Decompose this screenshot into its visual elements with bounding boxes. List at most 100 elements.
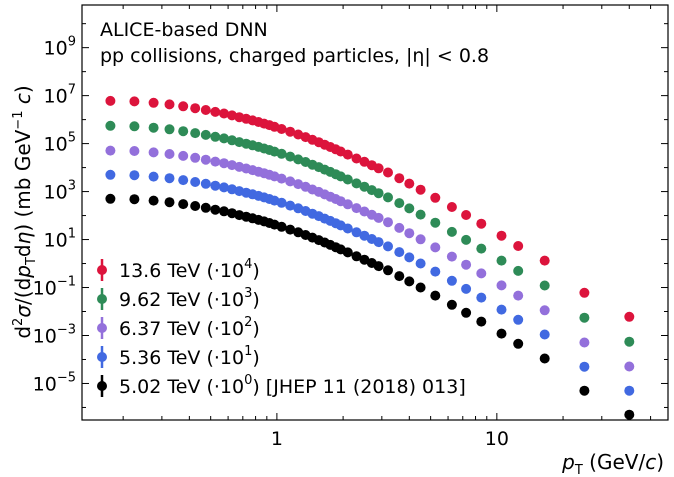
- data-point: [190, 201, 201, 211]
- data-point: [513, 290, 524, 301]
- data-point: [219, 108, 229, 119]
- data-point: [394, 198, 405, 209]
- data-point: [383, 192, 393, 203]
- legend-marker: [97, 294, 107, 304]
- data-point: [446, 226, 457, 237]
- data-point: [190, 177, 201, 187]
- data-point: [461, 234, 472, 245]
- legend-marker: [97, 323, 107, 333]
- y-tick-label: 10−5: [33, 370, 76, 395]
- data-point: [373, 261, 384, 272]
- data-point: [129, 96, 140, 107]
- x-axis-ticks: 1 10: [122, 5, 669, 450]
- data-point: [446, 275, 457, 286]
- data-point: [129, 146, 140, 156]
- data-point: [373, 237, 384, 248]
- data-point: [624, 409, 635, 420]
- data-point: [624, 361, 635, 372]
- data-point: [579, 287, 590, 298]
- data-point: [342, 149, 353, 160]
- data-point: [219, 158, 229, 169]
- data-point: [164, 149, 175, 159]
- data-point: [276, 221, 287, 232]
- data-point: [446, 251, 457, 262]
- data-point: [285, 224, 296, 235]
- annotation-title: ALICE-based DNN: [100, 19, 268, 41]
- data-point: [476, 292, 487, 303]
- data-points: [105, 95, 635, 420]
- data-point: [430, 217, 441, 228]
- data-point: [461, 307, 472, 318]
- data-point: [285, 176, 296, 187]
- data-point: [415, 258, 426, 269]
- data-point: [285, 126, 296, 137]
- data-point: [276, 173, 287, 184]
- data-point: [394, 271, 405, 282]
- y-tick-label: 107: [44, 83, 76, 108]
- data-point: [415, 282, 426, 293]
- data-point: [210, 180, 221, 191]
- data-point: [178, 150, 189, 161]
- data-point: [219, 206, 229, 217]
- data-point: [513, 314, 524, 325]
- data-point: [200, 129, 211, 140]
- data-point: [105, 145, 116, 156]
- y-tick-label: 10−1: [33, 275, 76, 300]
- data-point: [351, 251, 362, 262]
- data-point: [164, 197, 175, 208]
- data-point: [461, 283, 472, 294]
- data-point: [342, 223, 353, 234]
- data-point: [210, 131, 221, 142]
- data-point: [415, 234, 426, 245]
- data-point: [404, 276, 415, 287]
- data-point: [105, 193, 116, 204]
- data-point: [430, 266, 441, 277]
- data-point: [342, 199, 353, 210]
- data-point: [105, 169, 116, 180]
- data-point: [200, 105, 211, 115]
- data-point: [200, 178, 211, 189]
- data-point: [430, 192, 441, 203]
- data-point: [461, 259, 472, 270]
- y-tick-label: 101: [44, 227, 76, 252]
- data-point: [415, 209, 426, 220]
- data-point: [430, 290, 441, 301]
- data-point: [373, 212, 384, 223]
- data-point: [148, 147, 159, 158]
- plot-frame: [81, 4, 669, 421]
- data-point: [276, 148, 287, 159]
- data-point: [219, 182, 229, 193]
- data-point: [404, 228, 415, 239]
- data-point: [148, 195, 159, 206]
- data-point: [539, 329, 550, 340]
- data-point: [276, 124, 287, 134]
- data-point: [496, 328, 507, 339]
- data-point: [190, 152, 201, 163]
- data-point: [513, 265, 524, 276]
- data-point: [624, 336, 635, 347]
- legend-label: 13.6 TeV (·104): [119, 257, 260, 282]
- data-point: [351, 203, 362, 214]
- data-point: [129, 170, 140, 181]
- data-point: [105, 95, 116, 106]
- data-point: [539, 305, 550, 316]
- y-tick-label: 10−3: [33, 322, 76, 347]
- legend-label: 6.37 TeV (·102): [119, 315, 260, 340]
- data-point: [285, 151, 296, 162]
- x-axis-label: pT (GeV/c): [561, 450, 664, 477]
- data-point: [430, 242, 441, 253]
- data-point: [129, 121, 140, 132]
- data-point: [190, 103, 201, 114]
- data-point: [178, 101, 189, 112]
- data-point: [383, 265, 393, 276]
- data-point: [351, 227, 362, 238]
- data-point: [404, 203, 415, 214]
- x-tick-label: 1: [271, 428, 283, 450]
- annotation-subtitle: pp collisions, charged particles, |η| < …: [100, 45, 489, 67]
- data-point: [219, 133, 229, 144]
- data-point: [579, 337, 590, 348]
- data-point: [342, 247, 353, 258]
- data-point: [496, 255, 507, 266]
- data-point: [579, 312, 590, 323]
- data-point: [178, 199, 189, 210]
